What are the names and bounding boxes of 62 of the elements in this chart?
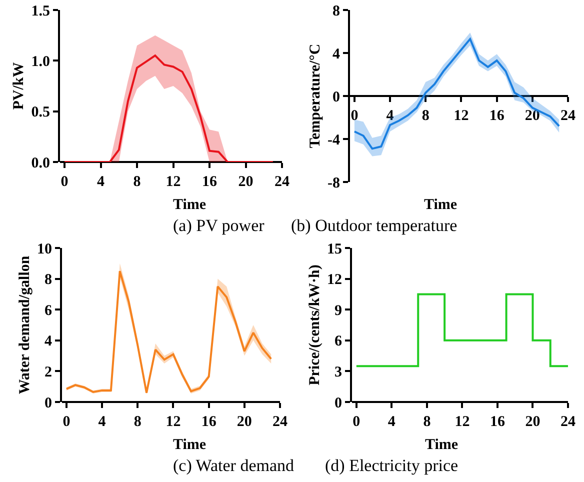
x-tick-label: 16	[489, 108, 505, 124]
x-tick-label: 12	[166, 174, 181, 190]
y-tick-label: 0.5	[31, 104, 50, 121]
x-tick-label: 16	[201, 414, 217, 430]
y-tick-label: 9	[334, 302, 342, 319]
x-tick-label: 4	[98, 414, 106, 430]
x-tick-label: 4	[97, 174, 106, 190]
y-tick-label: 12	[327, 272, 342, 288]
y-axis-title: Temperature/°C	[307, 44, 324, 148]
x-tick-label: 20	[524, 108, 540, 124]
text: (a) PV power	[173, 216, 265, 235]
y-axis-title: PV/kW	[11, 62, 27, 110]
x-tick-label: 0	[62, 414, 70, 430]
y-tick-label: -8	[328, 175, 340, 192]
text: (d) Electricity price	[325, 456, 458, 475]
y-tick-label: 3	[334, 364, 342, 380]
x-tick-label: 8	[134, 414, 142, 430]
x-tick-label: 8	[133, 174, 141, 190]
x-tick-label: 24	[272, 414, 288, 430]
y-tick-label: 1.5	[31, 3, 50, 20]
x-tick-label: 8	[423, 414, 431, 430]
y-tick-label: 4	[332, 46, 340, 62]
x-tick-label: 16	[490, 414, 506, 430]
x-tick-label: 24	[274, 174, 290, 190]
y-tick-label: 0	[332, 89, 340, 106]
y-tick-label: 6	[44, 302, 52, 319]
x-tick-label: 4	[386, 108, 394, 124]
y-tick-label: 4	[44, 334, 52, 350]
x-tick-label: 12	[454, 108, 469, 124]
x-tick-label: 12	[454, 414, 470, 430]
y-tick-label: 2	[44, 364, 52, 380]
x-axis-title: Time	[424, 197, 458, 213]
y-tick-label: 8	[332, 3, 340, 20]
y-tick-label: 10	[37, 241, 52, 258]
y-tick-label: 8	[44, 272, 52, 288]
x-tick-label: 24	[560, 108, 576, 124]
x-tick-label: 20	[236, 414, 252, 430]
y-tick-label: 6	[334, 334, 342, 350]
x-axis-title: Time	[425, 437, 458, 453]
line-series	[64, 54, 274, 162]
y-tick-label: -4	[328, 132, 340, 148]
x-axis-title: Time	[173, 197, 206, 213]
x-tick-label: 16	[202, 174, 218, 190]
text: (c) Water demand	[173, 456, 295, 475]
x-tick-label: 20	[525, 414, 540, 430]
x-axis-title: Time	[173, 437, 206, 453]
x-tick-label: 0	[60, 174, 68, 190]
text: (b) Outdoor temperature	[291, 216, 458, 235]
y-axis-title: Price/(cents/kW·h)	[306, 264, 323, 386]
x-tick-label: 0	[352, 414, 360, 430]
x-tick-label: 20	[238, 174, 254, 190]
y-tick-label: 0	[334, 395, 342, 412]
y-tick-label: 0.0	[31, 155, 50, 172]
x-tick-label: 8	[422, 108, 430, 124]
y-tick-label: 0	[44, 395, 52, 412]
y-tick-label: 1.0	[31, 54, 50, 70]
x-tick-label: 24	[560, 414, 576, 430]
x-tick-label: 4	[388, 414, 396, 430]
y-tick-label: 15	[327, 241, 342, 258]
y-axis-title: Water demand/gallon	[16, 255, 33, 394]
x-tick-label: 12	[166, 414, 181, 430]
x-tick-label: 0	[350, 108, 358, 124]
